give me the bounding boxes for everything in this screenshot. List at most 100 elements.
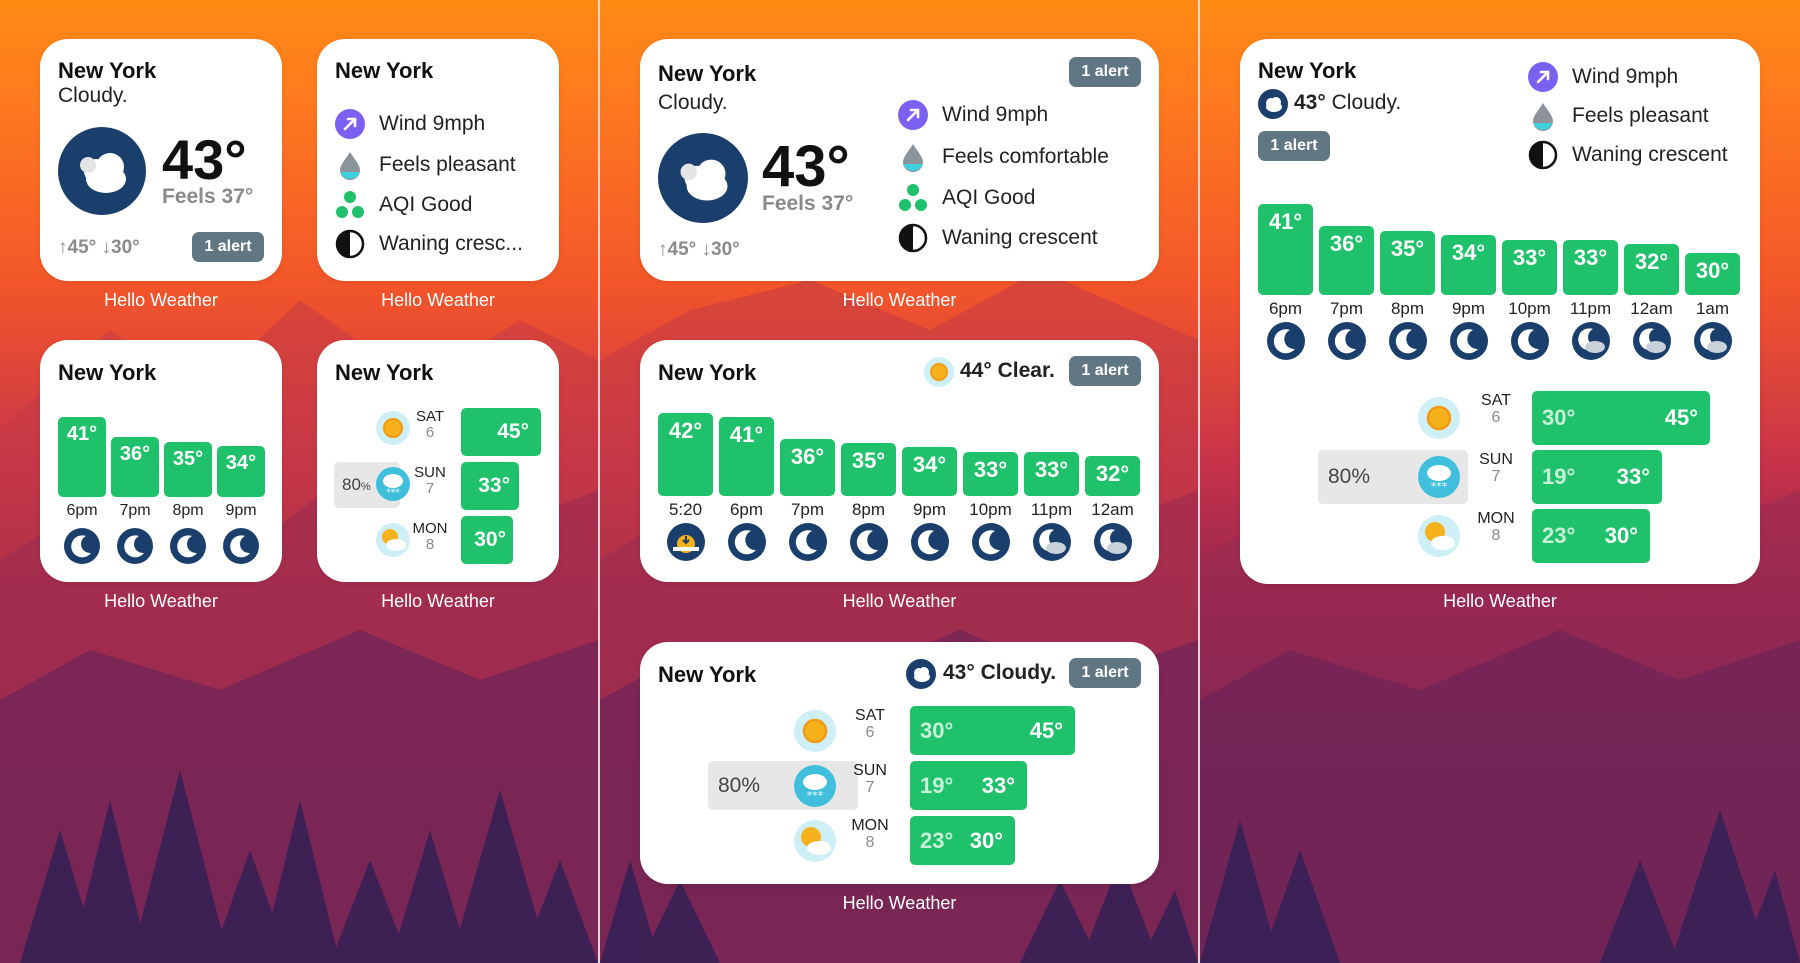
inline-condition: 43° Cloudy.	[943, 661, 1057, 684]
droplet-icon	[1528, 101, 1558, 131]
alert-badge[interactable]: 1 alert	[1069, 57, 1141, 87]
moon-cloud-icon	[1632, 322, 1671, 365]
droplet-icon	[898, 142, 928, 172]
alert-badge[interactable]: 1 alert	[1258, 131, 1330, 161]
widget-hourly-small[interactable]: New York 41° 36° 35° 34° 6pm 7pm 8pm 9pm	[40, 340, 282, 582]
widget-current-medium[interactable]: New York Cloudy. 43° Feels 37° ↑45° ↓30°…	[640, 39, 1159, 281]
wind-row: Wind 9mph	[898, 100, 1048, 130]
widget-daily-medium[interactable]: New York 43° Cloudy. 1 alert SAT 6 30° 45° 8…	[640, 642, 1159, 884]
day-label: SAT 6	[415, 408, 445, 441]
hour-temp-bar: 33°	[1563, 239, 1618, 295]
moon-text: Waning crescent	[942, 226, 1098, 249]
partly-cloudy-icon	[376, 523, 410, 562]
sun-icon	[924, 357, 954, 392]
wind-text: Wind 9mph	[1572, 65, 1679, 88]
aqi-dots-icon	[335, 190, 365, 220]
day-label: SAT 6	[855, 707, 885, 741]
feels-row: Feels pleasant	[1528, 101, 1709, 131]
wind-text: Wind 9mph	[942, 103, 1049, 126]
hour-temp-bar: 36°	[780, 438, 835, 496]
day-label: SUN 7	[1479, 451, 1513, 485]
hour-label: 7pm	[119, 502, 151, 519]
partly-cloudy-icon	[794, 819, 836, 867]
day-temp-bar: 30° 45°	[1532, 391, 1710, 445]
svg-text:***: ***	[1431, 480, 1448, 493]
hour-temp-bar: 32°	[1085, 456, 1140, 496]
alert-badge[interactable]: 1 alert	[192, 232, 264, 262]
aqi-text: AQI Good	[942, 186, 1036, 209]
moon-cloud-icon	[1693, 322, 1732, 365]
moon-cloud-icon	[1032, 523, 1071, 566]
moon-icon	[117, 528, 153, 569]
widget-details-small[interactable]: New York Wind 9mph Feels pleasant AQI Go…	[317, 39, 559, 281]
day-label: MON 8	[412, 520, 448, 553]
day-temp-bar: 45°	[461, 408, 541, 456]
city-name: New York	[335, 360, 434, 385]
moon-icon	[1327, 322, 1366, 365]
hour-label: 10pm	[1508, 299, 1551, 318]
moon-cloud-icon	[1571, 322, 1610, 365]
hour-temp-bar: 33°	[1024, 451, 1079, 496]
day-temp-bar: 30°	[461, 516, 513, 564]
widget-large[interactable]: New York 43° Cloudy. 1 alert Wind 9mph F…	[1240, 39, 1760, 584]
moon-row: Waning crescent	[1528, 140, 1728, 170]
feels-like: Feels 37°	[162, 185, 254, 208]
day-temp-bar: 33°	[461, 462, 519, 510]
hour-label: 8pm	[1390, 299, 1425, 318]
cloud-icon	[658, 133, 748, 228]
hour-temp-bar: 33°	[963, 451, 1018, 496]
hour-label: 12am	[1630, 299, 1673, 318]
city-name: New York	[658, 360, 757, 385]
panel-divider	[598, 0, 600, 963]
hour-bar: 35°	[164, 442, 212, 497]
condition-text: Cloudy.	[658, 91, 728, 114]
cloud-icon	[1258, 89, 1288, 124]
aqi-row: AQI Good	[898, 183, 1035, 213]
hour-label: 6pm	[1268, 299, 1303, 318]
hour-temp-bar: 35°	[1380, 230, 1435, 295]
alert-badge[interactable]: 1 alert	[1069, 356, 1141, 386]
hour-temp-bar: 34°	[902, 447, 957, 496]
widget-caption: Hello Weather	[842, 290, 957, 310]
hour-bar: 36°	[111, 437, 159, 497]
sun-icon	[1418, 397, 1460, 444]
cloud-icon	[906, 659, 936, 694]
city-name: New York	[58, 360, 157, 385]
widget-hourly-medium[interactable]: New York 44° Clear. 1 alert 42° 5:20 41° 6p…	[640, 340, 1159, 582]
moon-icon	[1510, 322, 1549, 365]
wind-text: Wind 9mph	[379, 112, 486, 135]
moon-icon	[849, 523, 888, 566]
hour-label: 1am	[1695, 299, 1730, 318]
hour-label: 9pm	[912, 500, 947, 519]
svg-text:***: ***	[386, 488, 400, 498]
alert-badge[interactable]: 1 alert	[1069, 658, 1141, 688]
moon-icon	[727, 523, 766, 566]
widget-current-small[interactable]: New York Cloudy. 43° Feels 37° ↑45° ↓30°…	[40, 39, 282, 281]
high-low: ↑45° ↓30°	[658, 239, 740, 260]
day-label: SUN 7	[853, 762, 887, 796]
hour-label: 8pm	[172, 502, 204, 519]
hour-temp-bar: 33°	[1502, 239, 1557, 295]
widget-caption: Hello Weather	[1443, 591, 1557, 611]
feels-row: Feels comfortable	[898, 142, 1109, 172]
hour-temp-bar: 34°	[1441, 235, 1496, 295]
condition-text: Cloudy.	[58, 84, 128, 107]
hour-temp-bar: 41°	[719, 417, 774, 496]
sunset-icon	[666, 523, 705, 566]
panel-divider	[1198, 0, 1200, 963]
hour-bar: 41°	[58, 417, 106, 497]
city-name: New York	[658, 61, 757, 86]
feels-like: Feels 37°	[762, 192, 854, 215]
snow-icon: ***	[376, 467, 410, 506]
moon-phase-icon	[335, 229, 365, 259]
moon-icon	[1388, 322, 1427, 365]
moon-icon	[971, 523, 1010, 566]
day-temp-bar: 30° 45°	[910, 706, 1075, 755]
widget-daily-small[interactable]: New York 80% *** SAT 6 SUN 7 MON 8 45° 33° …	[317, 340, 559, 582]
hour-label: 9pm	[225, 502, 257, 519]
moon-phase-icon	[898, 223, 928, 253]
moon-icon	[788, 523, 827, 566]
day-label: SAT 6	[1481, 392, 1511, 426]
moon-row: Waning crescent	[898, 223, 1098, 253]
day-label: SUN 7	[414, 464, 446, 497]
